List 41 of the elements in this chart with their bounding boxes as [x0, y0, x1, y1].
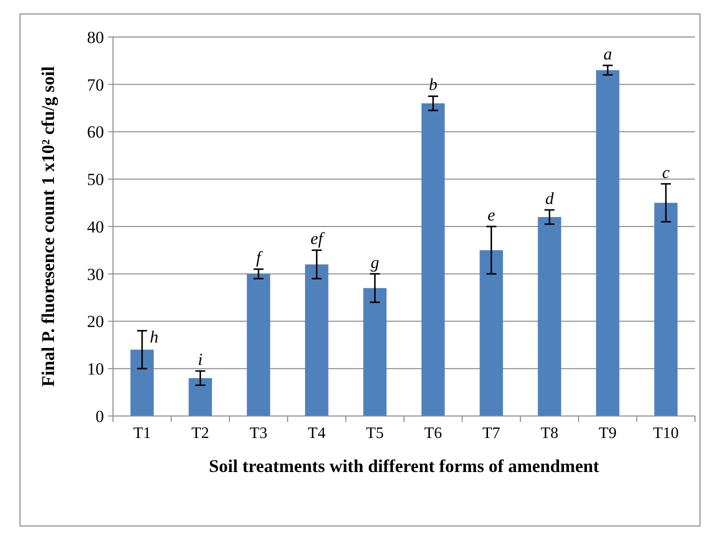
y-tick-label: 60: [87, 122, 104, 142]
annotation: c: [662, 162, 670, 182]
annotation: a: [603, 44, 612, 64]
bar: [363, 288, 387, 416]
annotation: d: [545, 188, 554, 208]
x-tick-label: T9: [598, 425, 617, 442]
x-tick-label: T4: [308, 425, 326, 442]
x-tick-label: T5: [366, 425, 384, 442]
bar: [246, 274, 270, 416]
bar: [188, 378, 212, 416]
annotation: b: [428, 75, 438, 94]
y-tick-label: 0: [96, 406, 104, 426]
y-tick-label: 20: [87, 312, 104, 332]
annotation: g: [370, 252, 380, 272]
x-tick-label: T2: [191, 425, 210, 442]
bar: [305, 264, 328, 416]
bar: [421, 103, 445, 416]
annotation: i: [198, 350, 203, 369]
x-tick-label: T8: [540, 425, 558, 442]
y-tick-label: 50: [87, 170, 104, 190]
annotation: f: [256, 248, 264, 268]
y-tick-label: 30: [87, 264, 104, 284]
y-tick-label: 40: [87, 217, 104, 236]
x-tick-label: T3: [250, 425, 268, 442]
annotation: h: [150, 328, 158, 347]
annotation: ef: [310, 229, 326, 248]
bar: [654, 202, 678, 416]
x-tick-label: T6: [424, 425, 442, 442]
y-axis-title: Final P. fluoresence count 1 x10² cfu/g soil: [38, 66, 58, 387]
bar: [538, 217, 562, 416]
y-tick-label: 10: [87, 360, 104, 379]
x-tick-label: T10: [653, 425, 679, 442]
x-tick-label: T7: [482, 425, 500, 442]
x-axis-title: Soil treatments with different forms of amendment: [208, 456, 600, 476]
y-tick-label: 80: [87, 28, 104, 47]
y-tick-label: 70: [87, 75, 104, 94]
annotation: e: [488, 206, 496, 224]
x-tick-label: T1: [133, 425, 151, 442]
bar: [480, 250, 503, 416]
bar: [596, 70, 620, 416]
bar: [130, 350, 154, 416]
